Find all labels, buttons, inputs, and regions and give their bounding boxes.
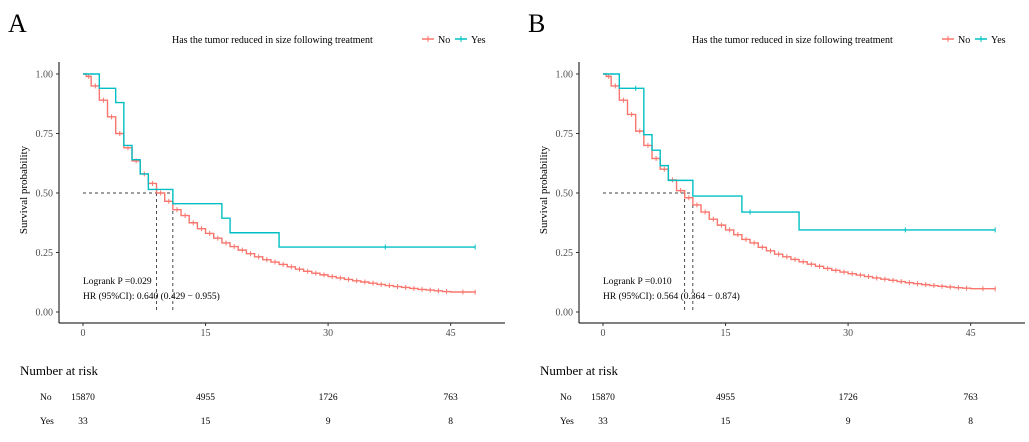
- y-tick-label: 1.00: [36, 70, 54, 81]
- risk-value: 4955: [716, 393, 735, 403]
- risk-value: 8: [968, 417, 973, 427]
- risk-value: 1726: [319, 393, 338, 403]
- risk-row-label-no: No: [560, 393, 572, 403]
- survival-curve-no: [83, 73, 476, 293]
- risk-row-label-yes: Yes: [560, 417, 574, 427]
- panel-b: B Has the tumor reduced in size following…: [528, 9, 1025, 427]
- legend-label-yes: Yes: [471, 35, 486, 46]
- risk-value: 15: [721, 417, 731, 427]
- risk-value: 8: [448, 417, 453, 427]
- risk-value: 9: [846, 417, 851, 427]
- risk-row-label-no: No: [40, 393, 52, 403]
- y-tick-label: 1.00: [556, 70, 574, 81]
- legend-label-yes: Yes: [991, 35, 1006, 46]
- panel-a: A Has the tumor reduced in size following…: [8, 9, 505, 427]
- legend-title: Has the tumor reduced in size following …: [172, 35, 373, 46]
- risk-value: 15870: [591, 393, 615, 403]
- panel-label: A: [8, 9, 27, 38]
- x-tick-label: 0: [81, 328, 86, 339]
- y-tick-label: 0.00: [556, 308, 574, 319]
- logrank-p-annotation: Logrank P =0.029: [83, 277, 152, 287]
- x-tick-label: 0: [601, 328, 606, 339]
- survival-curve-no: [603, 73, 996, 290]
- risk-table-title: Number at risk: [540, 363, 618, 378]
- y-tick-label: 0.25: [556, 248, 574, 259]
- y-axis-label: Survival probability: [538, 145, 550, 234]
- risk-table-title: Number at risk: [20, 363, 98, 378]
- hazard-ratio-annotation: HR (95%CI): 0.564 (0.364 − 0.874): [603, 291, 740, 302]
- risk-value: 33: [78, 417, 88, 427]
- panel-label: B: [528, 9, 545, 38]
- logrank-p-annotation: Logrank P =0.010: [603, 277, 672, 287]
- legend-label-no: No: [438, 35, 450, 46]
- y-tick-label: 0.00: [36, 308, 54, 319]
- y-axis-label: Survival probability: [18, 145, 30, 234]
- x-tick-label: 15: [201, 328, 211, 339]
- y-tick-label: 0.50: [556, 189, 574, 200]
- risk-row-label-yes: Yes: [40, 417, 54, 427]
- y-tick-label: 0.75: [556, 129, 574, 140]
- y-tick-label: 0.75: [36, 129, 54, 140]
- x-tick-label: 15: [721, 328, 731, 339]
- risk-value: 33: [598, 417, 608, 427]
- survival-curve-yes: [83, 73, 476, 248]
- risk-value: 763: [964, 393, 979, 403]
- risk-value: 1726: [839, 393, 858, 403]
- x-tick-label: 45: [966, 328, 976, 339]
- risk-value: 763: [444, 393, 459, 403]
- risk-value: 15870: [71, 393, 95, 403]
- survival-curve-yes: [603, 73, 996, 231]
- hazard-ratio-annotation: HR (95%CI): 0.640 (0.429 − 0.955): [83, 291, 220, 302]
- y-tick-label: 0.25: [36, 248, 54, 259]
- legend-title: Has the tumor reduced in size following …: [692, 35, 893, 46]
- y-tick-label: 0.50: [36, 189, 54, 200]
- x-tick-label: 45: [446, 328, 456, 339]
- x-tick-label: 30: [323, 328, 333, 339]
- risk-value: 9: [326, 417, 331, 427]
- risk-value: 15: [201, 417, 211, 427]
- x-tick-label: 30: [843, 328, 853, 339]
- risk-value: 4955: [196, 393, 215, 403]
- legend-label-no: No: [958, 35, 970, 46]
